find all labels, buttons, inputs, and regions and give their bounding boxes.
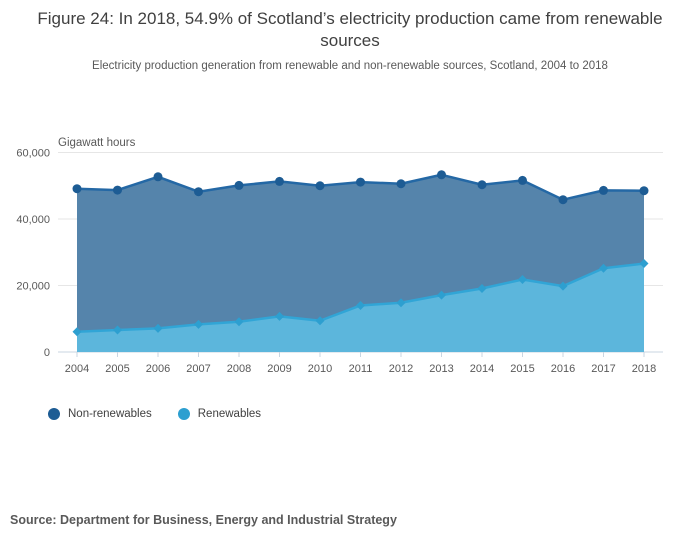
- data-point-renewables-2015[interactable]: [518, 275, 527, 285]
- chart-legend: Non-renewables Renewables: [48, 408, 261, 420]
- data-point-renewables-2017[interactable]: [599, 263, 608, 273]
- data-point-renewables-2012[interactable]: [396, 298, 406, 308]
- x-tick-label-2010: 2010: [308, 363, 332, 375]
- data-point-renewables-2018[interactable]: [639, 259, 649, 269]
- data-point-non-renewables-2014[interactable]: [477, 180, 487, 190]
- legend-label-non-renewables: Non-renewables: [68, 408, 152, 420]
- data-point-renewables-2014[interactable]: [477, 283, 487, 293]
- data-point-non-renewables-2007[interactable]: [194, 187, 203, 197]
- y-tick-label-40000: 40,000: [16, 214, 50, 226]
- data-point-renewables-2007[interactable]: [194, 319, 203, 329]
- x-tick-label-2011: 2011: [349, 363, 373, 375]
- legend-label-renewables: Renewables: [197, 408, 262, 420]
- x-tick-label-2017: 2017: [591, 363, 615, 375]
- x-tick-label-2012: 2012: [389, 363, 413, 375]
- x-tick-label-2016: 2016: [551, 363, 575, 375]
- data-point-renewables-2004[interactable]: [72, 327, 82, 337]
- data-point-non-renewables-2006[interactable]: [153, 172, 163, 182]
- x-tick-label-2007: 2007: [186, 363, 210, 375]
- data-point-renewables-2010[interactable]: [315, 316, 325, 326]
- data-point-renewables-2013[interactable]: [437, 290, 446, 300]
- x-tick-label-2004: 2004: [65, 363, 89, 375]
- data-point-non-renewables-2011[interactable]: [356, 177, 365, 187]
- data-point-non-renewables-2009[interactable]: [275, 176, 284, 186]
- legend-marker-renewables-icon: [177, 408, 190, 420]
- y-tick-label-60000: 60,000: [16, 148, 50, 160]
- data-point-non-renewables-2005[interactable]: [113, 185, 122, 195]
- data-point-non-renewables-2015[interactable]: [518, 175, 527, 185]
- data-point-renewables-2008[interactable]: [234, 317, 244, 327]
- data-point-non-renewables-2008[interactable]: [234, 180, 244, 190]
- chart-subtitle: Electricity production generation from r…: [92, 60, 608, 72]
- data-point-non-renewables-2018[interactable]: [639, 186, 649, 196]
- chart-canvas: 0 20,000 40,000 60,000 Gigawatt hours 2004 200…: [16, 137, 663, 375]
- x-tick-label-2013: 2013: [429, 363, 453, 375]
- data-point-non-renewables-2012[interactable]: [396, 179, 406, 189]
- source-attribution: Source: Department for Business, Energy …: [10, 513, 397, 527]
- chart-title: Figure 24: In 2018, 54.9% of Scotland’s …: [37, 9, 663, 51]
- data-point-non-renewables-2016[interactable]: [558, 195, 568, 205]
- data-point-renewables-2009[interactable]: [275, 311, 284, 321]
- data-point-renewables-2011[interactable]: [356, 300, 365, 310]
- x-tick-label-2005: 2005: [105, 363, 129, 375]
- legend-item-renewables[interactable]: Renewables: [177, 408, 262, 420]
- x-tick-label-2006: 2006: [146, 363, 170, 375]
- data-point-non-renewables-2010[interactable]: [315, 181, 325, 191]
- y-tick-label-20000: 20,000: [16, 281, 50, 293]
- data-point-non-renewables-2017[interactable]: [599, 185, 608, 195]
- data-point-non-renewables-2004[interactable]: [72, 184, 82, 194]
- x-tick-label-2009: 2009: [267, 363, 291, 375]
- data-point-non-renewables-2013[interactable]: [437, 170, 446, 180]
- x-tick-label-2018: 2018: [632, 363, 656, 375]
- legend-marker-non-renewables-icon: [48, 408, 60, 420]
- x-tick-label-2015: 2015: [510, 363, 534, 375]
- y-axis-title: Gigawatt hours: [58, 137, 136, 149]
- x-tick-label-2014: 2014: [470, 363, 494, 375]
- y-tick-label-0: 0: [44, 347, 50, 359]
- x-tick-label-2008: 2008: [227, 363, 251, 375]
- data-point-renewables-2016[interactable]: [558, 281, 568, 291]
- data-point-renewables-2006[interactable]: [153, 323, 163, 333]
- data-point-renewables-2005[interactable]: [113, 325, 122, 335]
- legend-item-non-renewables[interactable]: Non-renewables: [48, 408, 152, 420]
